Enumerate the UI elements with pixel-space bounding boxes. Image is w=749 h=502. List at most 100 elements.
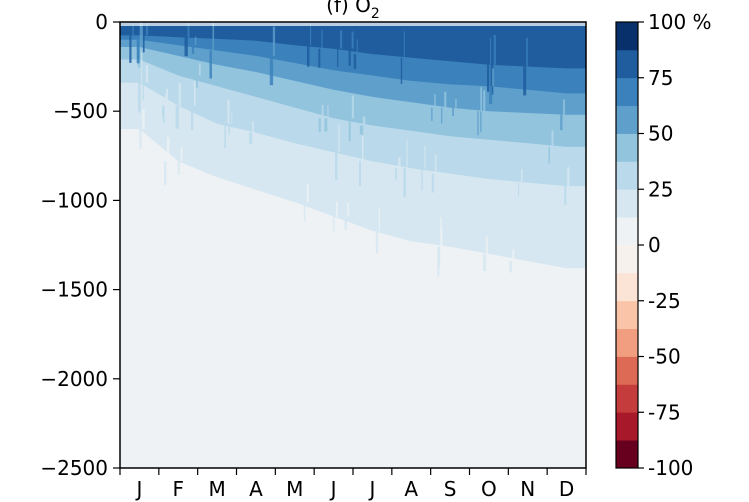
heatmap-streak — [143, 183, 146, 210]
heatmap-streak — [142, 109, 145, 129]
heatmap-streak — [523, 66, 527, 96]
heatmap-streak — [340, 30, 343, 49]
heatmap-streak — [198, 63, 201, 76]
heatmap-streak — [165, 94, 167, 106]
colorbar-segment — [616, 440, 638, 469]
heatmap-streak — [310, 23, 312, 46]
colorbar-tick-label: 75 — [648, 66, 673, 90]
heatmap-streak — [178, 83, 181, 106]
heatmap-streak — [238, 275, 241, 300]
heatmap-streak — [398, 157, 401, 169]
heatmap-streak — [303, 202, 306, 221]
colorbar-segment — [616, 49, 638, 79]
heatmap-streak — [411, 393, 414, 407]
heatmap-streak — [164, 161, 167, 186]
heatmap-streak — [351, 355, 355, 376]
y-tick-label: −2000 — [40, 367, 108, 391]
heatmap-streak — [524, 405, 527, 419]
heatmap-streak — [132, 22, 134, 36]
heatmap-streak — [480, 111, 482, 133]
heatmap-streak — [136, 39, 140, 64]
heatmap-streak — [512, 249, 515, 262]
heatmap-streak — [249, 132, 253, 145]
colorbar-segment — [616, 77, 638, 107]
heatmap-streak — [165, 88, 168, 106]
surface-strip — [120, 22, 586, 26]
heatmap-streak — [127, 209, 129, 224]
heatmap-streak — [194, 36, 197, 46]
colorbar-segment — [616, 328, 638, 357]
y-tick-label: −1500 — [40, 278, 108, 302]
heatmap-streak — [407, 393, 410, 404]
heatmap-streak — [338, 124, 340, 153]
heatmap-streak — [272, 26, 276, 56]
heatmap-streak — [567, 167, 570, 187]
heatmap-streak — [480, 87, 482, 112]
colorbar-segment — [616, 245, 638, 274]
heatmap-streak — [224, 123, 226, 148]
colorbar-segment — [616, 161, 638, 190]
heatmap-streak — [142, 35, 145, 53]
heatmap-streak — [431, 173, 434, 193]
y-tick-label: 0 — [95, 10, 108, 34]
heatmap-streak — [324, 118, 328, 132]
colorbar-segment — [616, 105, 638, 134]
heatmap-streak — [140, 51, 142, 60]
colorbar-segment — [616, 189, 638, 218]
heatmap-streak — [184, 37, 188, 57]
heatmap-streak — [477, 111, 479, 136]
heatmap-streak — [321, 29, 323, 49]
heatmap-streak — [347, 202, 350, 217]
heatmap-streak — [180, 147, 183, 162]
heatmap-streak — [444, 91, 447, 108]
heatmap-streak — [137, 59, 141, 68]
heatmap-streak — [269, 55, 274, 86]
heatmap-streak — [489, 86, 493, 104]
heatmap-streak — [521, 169, 523, 183]
heatmap-streak — [233, 220, 236, 251]
colorbar-tick-label: 0 — [648, 233, 661, 257]
heatmap-streak — [193, 81, 196, 106]
heatmap-streak — [142, 82, 144, 101]
heatmap-streak — [431, 107, 433, 121]
heatmap-streak — [441, 227, 443, 247]
heatmap-streak — [560, 114, 563, 131]
heatmap-streak — [175, 105, 179, 129]
heatmap-streak — [327, 105, 329, 119]
chart-title: (f) O2 — [326, 0, 380, 22]
heatmap-streak — [438, 246, 441, 267]
heatmap-streak — [187, 22, 190, 38]
heatmap-streak — [414, 379, 416, 394]
heatmap-streak — [548, 146, 550, 164]
colorbar-segment — [616, 217, 638, 246]
x-tick-label: J — [134, 477, 142, 501]
heatmap-streak — [227, 99, 230, 124]
x-tick-label: O — [481, 477, 497, 501]
x-tick-label: S — [444, 477, 457, 501]
heatmap-streak — [231, 112, 233, 124]
colorbar-tick-label: 50 — [648, 122, 673, 146]
heatmap-streak — [490, 37, 492, 65]
colorbar: 100 % 75 50 25 0 -25 -50 -75 -100 — [615, 10, 712, 480]
heatmap-streak — [351, 95, 354, 119]
heatmap-streak — [129, 35, 132, 63]
colorbar-tick-label: 25 — [648, 177, 673, 201]
heatmap-streak — [348, 48, 351, 66]
heatmap-streak — [356, 39, 358, 55]
heatmap-streak — [359, 125, 364, 135]
heatmap-streak — [335, 201, 338, 217]
heatmap-streak — [354, 335, 357, 356]
heatmap-streak — [335, 152, 338, 181]
heatmap-streak — [307, 45, 310, 67]
colorbar-segment — [616, 300, 638, 330]
y-tick-label: −500 — [53, 99, 108, 123]
heatmap-streak — [319, 338, 321, 356]
heatmap-texture — [120, 22, 586, 419]
heatmap-streak — [424, 145, 426, 169]
heatmap-streak — [434, 154, 437, 174]
heatmap-streak — [421, 168, 423, 191]
heatmap-streak — [195, 75, 198, 88]
heatmap-streak — [403, 168, 406, 198]
heatmap-streak — [316, 355, 319, 373]
